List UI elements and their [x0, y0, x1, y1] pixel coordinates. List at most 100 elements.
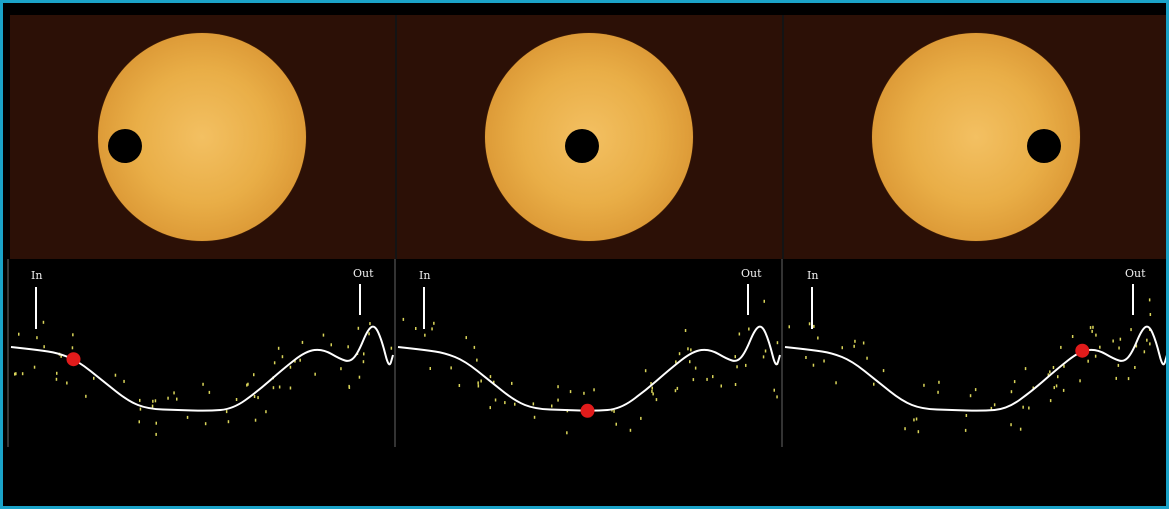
data-point: [1095, 333, 1097, 337]
data-point: [247, 382, 249, 386]
transiting-planet: [108, 129, 142, 163]
transiting-planet: [1027, 129, 1061, 163]
data-point: [841, 346, 843, 350]
data-point: [776, 341, 779, 345]
data-point: [494, 398, 497, 402]
egress-label: Out: [353, 267, 374, 280]
data-point: [208, 390, 211, 394]
sun-panel-ingress: [10, 15, 395, 259]
transiting-planet: [565, 129, 599, 163]
data-point: [1143, 350, 1146, 354]
data-point: [812, 363, 815, 367]
data-point: [357, 326, 360, 330]
data-point: [246, 383, 248, 387]
data-point: [1092, 325, 1094, 329]
data-point: [674, 389, 677, 393]
data-point: [678, 352, 681, 356]
data-point: [974, 388, 977, 392]
data-point: [477, 381, 479, 385]
data-point: [583, 391, 585, 395]
data-point: [644, 369, 647, 373]
data-point: [1019, 427, 1022, 431]
data-point: [340, 367, 342, 371]
data-point: [1062, 388, 1065, 392]
sun-panel-egress: [784, 15, 1166, 259]
transit-position-marker: [66, 352, 81, 367]
data-point: [15, 372, 17, 376]
data-point: [593, 388, 595, 392]
light-curve-panel-2: In Out: [394, 259, 762, 447]
light-curve-data-2: [397, 299, 781, 435]
data-point: [1115, 376, 1117, 380]
data-point: [1117, 363, 1120, 367]
data-point: [629, 428, 632, 432]
data-point: [14, 372, 16, 376]
data-point: [458, 384, 461, 387]
data-point: [450, 366, 452, 370]
data-point: [281, 355, 284, 359]
data-point: [990, 406, 993, 410]
data-point: [694, 366, 697, 370]
data-point: [489, 406, 491, 410]
data-point: [917, 430, 920, 434]
panel-divider: [395, 15, 397, 259]
data-point: [433, 321, 435, 325]
data-point: [773, 388, 775, 392]
data-point: [93, 376, 95, 380]
data-point: [964, 428, 967, 432]
data-point: [532, 402, 535, 406]
data-point: [1149, 342, 1151, 346]
data-point: [1047, 373, 1050, 377]
data-point: [514, 402, 516, 406]
data-point: [1071, 335, 1074, 338]
ingress-label: In: [807, 269, 818, 282]
data-point: [368, 332, 370, 336]
data-point: [640, 416, 642, 420]
data-point: [348, 386, 351, 389]
data-point: [823, 359, 825, 363]
data-point: [431, 327, 433, 331]
data-point: [720, 384, 722, 388]
data-point: [748, 327, 750, 331]
data-point: [253, 395, 256, 398]
data-point: [1032, 386, 1034, 390]
data-point: [347, 345, 349, 349]
data-point: [805, 356, 807, 359]
sun-panel-mid-transit: [397, 15, 782, 259]
data-point: [965, 414, 968, 417]
data-point: [265, 410, 267, 414]
transit-position-marker: [1075, 343, 1090, 358]
data-point: [511, 381, 513, 385]
data-point: [176, 397, 178, 401]
data-point: [18, 332, 20, 336]
data-point: [1089, 326, 1092, 330]
data-point: [154, 399, 157, 403]
data-point: [736, 365, 738, 369]
data-point: [866, 356, 868, 360]
data-point: [1087, 359, 1089, 363]
data-point: [473, 345, 476, 349]
data-point: [138, 420, 140, 424]
data-point: [299, 358, 301, 362]
data-point: [1149, 313, 1152, 316]
data-point: [72, 333, 74, 337]
data-point: [808, 322, 811, 326]
data-point: [85, 394, 87, 398]
data-point: [692, 378, 695, 382]
data-point: [1148, 298, 1151, 302]
data-point: [204, 422, 207, 426]
data-point: [734, 383, 737, 386]
data-point: [1022, 405, 1024, 409]
data-point: [301, 340, 304, 344]
data-point: [1112, 339, 1114, 343]
data-point: [322, 333, 325, 337]
data-point: [71, 346, 74, 350]
data-point: [969, 394, 972, 398]
data-point: [904, 427, 906, 431]
data-point: [1060, 345, 1062, 349]
panel-divider: [782, 15, 784, 259]
data-point: [835, 381, 837, 385]
data-point: [853, 344, 855, 348]
data-point: [278, 385, 281, 389]
data-point: [151, 404, 154, 408]
